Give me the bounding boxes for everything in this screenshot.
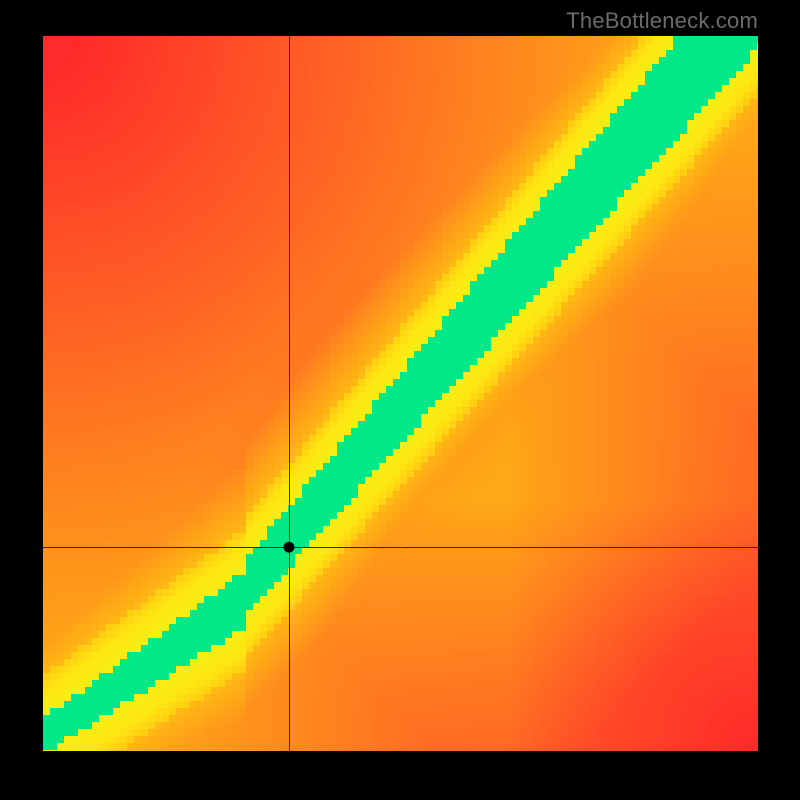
bottleneck-heatmap: [43, 36, 758, 751]
watermark-text: TheBottleneck.com: [566, 8, 758, 34]
